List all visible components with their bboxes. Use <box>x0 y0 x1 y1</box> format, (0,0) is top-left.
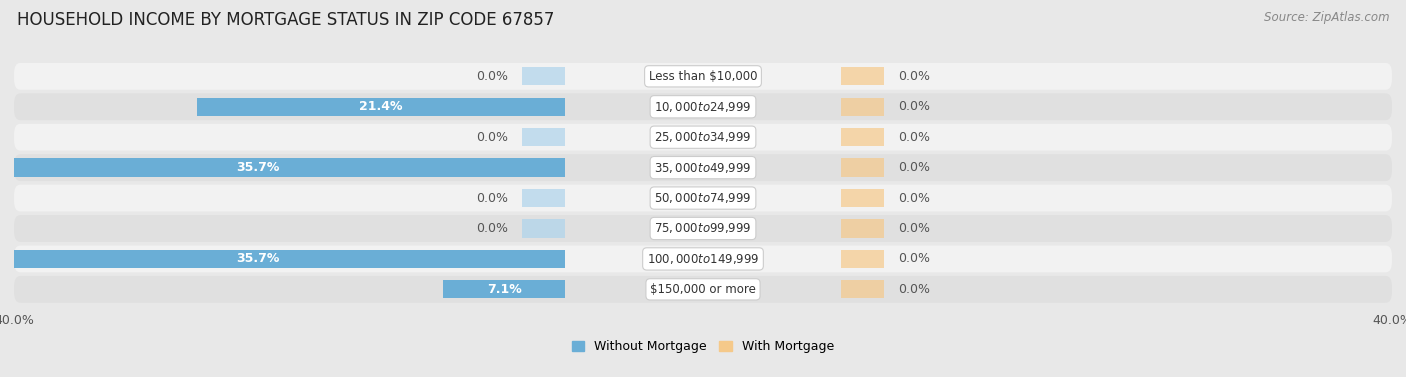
Text: 0.0%: 0.0% <box>897 70 929 83</box>
Text: 0.0%: 0.0% <box>897 222 929 235</box>
FancyBboxPatch shape <box>14 276 1392 303</box>
Bar <box>522 67 565 86</box>
Text: $10,000 to $24,999: $10,000 to $24,999 <box>654 100 752 114</box>
Text: 7.1%: 7.1% <box>486 283 522 296</box>
Text: 0.0%: 0.0% <box>477 70 509 83</box>
Text: HOUSEHOLD INCOME BY MORTGAGE STATUS IN ZIP CODE 67857: HOUSEHOLD INCOME BY MORTGAGE STATUS IN Z… <box>17 11 554 29</box>
Bar <box>197 98 565 116</box>
Text: Less than $10,000: Less than $10,000 <box>648 70 758 83</box>
Text: Source: ZipAtlas.com: Source: ZipAtlas.com <box>1264 11 1389 24</box>
FancyBboxPatch shape <box>14 215 1392 242</box>
Text: 0.0%: 0.0% <box>897 253 929 265</box>
Bar <box>841 128 884 146</box>
Bar <box>841 250 884 268</box>
Text: 35.7%: 35.7% <box>236 253 280 265</box>
Bar <box>0 158 565 177</box>
Text: $100,000 to $149,999: $100,000 to $149,999 <box>647 252 759 266</box>
Text: 0.0%: 0.0% <box>477 222 509 235</box>
Text: $35,000 to $49,999: $35,000 to $49,999 <box>654 161 752 175</box>
Text: $50,000 to $74,999: $50,000 to $74,999 <box>654 191 752 205</box>
FancyBboxPatch shape <box>14 245 1392 272</box>
FancyBboxPatch shape <box>14 185 1392 211</box>
Text: 0.0%: 0.0% <box>897 161 929 174</box>
Text: 0.0%: 0.0% <box>477 192 509 205</box>
Text: 0.0%: 0.0% <box>477 131 509 144</box>
Bar <box>443 280 565 299</box>
Bar <box>0 250 565 268</box>
Bar <box>841 219 884 238</box>
Legend: Without Mortgage, With Mortgage: Without Mortgage, With Mortgage <box>567 336 839 359</box>
Bar <box>841 158 884 177</box>
FancyBboxPatch shape <box>14 63 1392 90</box>
Text: 0.0%: 0.0% <box>897 131 929 144</box>
Bar <box>522 219 565 238</box>
Bar <box>841 67 884 86</box>
Bar <box>841 98 884 116</box>
Text: 0.0%: 0.0% <box>897 100 929 113</box>
Text: $75,000 to $99,999: $75,000 to $99,999 <box>654 222 752 236</box>
FancyBboxPatch shape <box>14 124 1392 150</box>
Text: 35.7%: 35.7% <box>236 161 280 174</box>
Bar <box>522 189 565 207</box>
Bar <box>841 280 884 299</box>
FancyBboxPatch shape <box>14 93 1392 120</box>
Text: 0.0%: 0.0% <box>897 192 929 205</box>
Text: $25,000 to $34,999: $25,000 to $34,999 <box>654 130 752 144</box>
Text: 0.0%: 0.0% <box>897 283 929 296</box>
FancyBboxPatch shape <box>14 154 1392 181</box>
Text: $150,000 or more: $150,000 or more <box>650 283 756 296</box>
Bar <box>841 189 884 207</box>
Bar <box>522 128 565 146</box>
Text: 21.4%: 21.4% <box>359 100 402 113</box>
